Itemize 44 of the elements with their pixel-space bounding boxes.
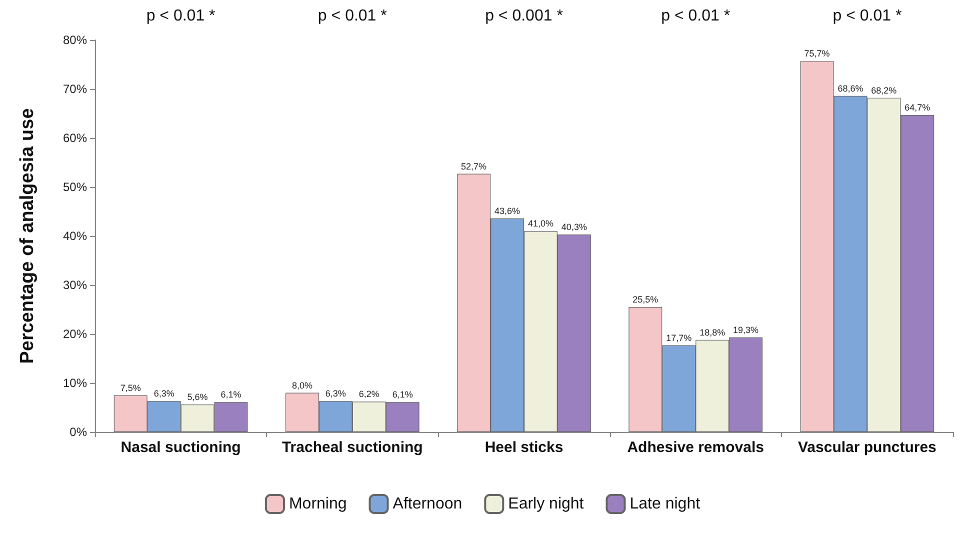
data-label: 6,2% bbox=[358, 389, 380, 400]
y-tick-label: 50% bbox=[62, 180, 88, 194]
x-tick-label: Tracheal suctioning bbox=[282, 439, 423, 456]
y-tick-label: 0% bbox=[70, 425, 88, 439]
data-label: 68,6% bbox=[838, 83, 864, 94]
data-label: 25,5% bbox=[632, 294, 658, 305]
y-axis-title: Percentage of analgesia use bbox=[17, 108, 38, 364]
data-label: 17,7% bbox=[666, 332, 692, 343]
legend-label: Morning bbox=[288, 496, 347, 512]
text: p < 0.01 * bbox=[146, 8, 216, 24]
data-label: 64,7% bbox=[904, 102, 930, 112]
data-label: 6,3% bbox=[325, 388, 346, 399]
data-label: 41,0% bbox=[528, 218, 554, 229]
data-label: 68,2% bbox=[871, 85, 897, 96]
y-tick-label: 60% bbox=[62, 131, 88, 145]
x-tick-label: Vascular punctures bbox=[798, 439, 936, 456]
y-tick-label: 70% bbox=[62, 82, 88, 96]
x-tick-label: Nasal suctioning bbox=[120, 439, 241, 456]
legend-label: Late night bbox=[630, 496, 701, 512]
data-label: 8,0% bbox=[292, 380, 312, 390]
data-label: 18,8% bbox=[700, 327, 726, 338]
data-label: 7,5% bbox=[120, 382, 141, 393]
data-label: 5,6% bbox=[187, 392, 208, 402]
data-label: 75,7% bbox=[804, 48, 830, 59]
y-tick-label: 80% bbox=[62, 33, 88, 47]
y-tick-label: 10% bbox=[62, 376, 88, 390]
data-label: 6,3% bbox=[154, 388, 174, 399]
legend-label: Early night bbox=[508, 496, 584, 512]
text: p < 0.01 * bbox=[832, 8, 902, 24]
text: p < 0.001 * bbox=[485, 8, 563, 24]
y-tick-label: 40% bbox=[62, 229, 88, 243]
data-label: 6,1% bbox=[220, 390, 242, 400]
legend-label: Afternoon bbox=[392, 496, 462, 512]
data-label: 19,3% bbox=[733, 324, 759, 335]
text: p < 0.01 * bbox=[661, 8, 730, 24]
x-tick-label: Heel sticks bbox=[484, 439, 564, 456]
data-label: 43,6% bbox=[494, 206, 520, 216]
data-label: 6,1% bbox=[392, 390, 413, 400]
data-label: 52,7% bbox=[461, 161, 487, 172]
x-tick-label: Adhesive removals bbox=[627, 439, 764, 456]
y-tick-label: 20% bbox=[62, 327, 88, 341]
text: p < 0.01 * bbox=[318, 8, 387, 24]
data-label: 40,3% bbox=[561, 222, 587, 232]
y-tick-label: 30% bbox=[62, 278, 88, 292]
